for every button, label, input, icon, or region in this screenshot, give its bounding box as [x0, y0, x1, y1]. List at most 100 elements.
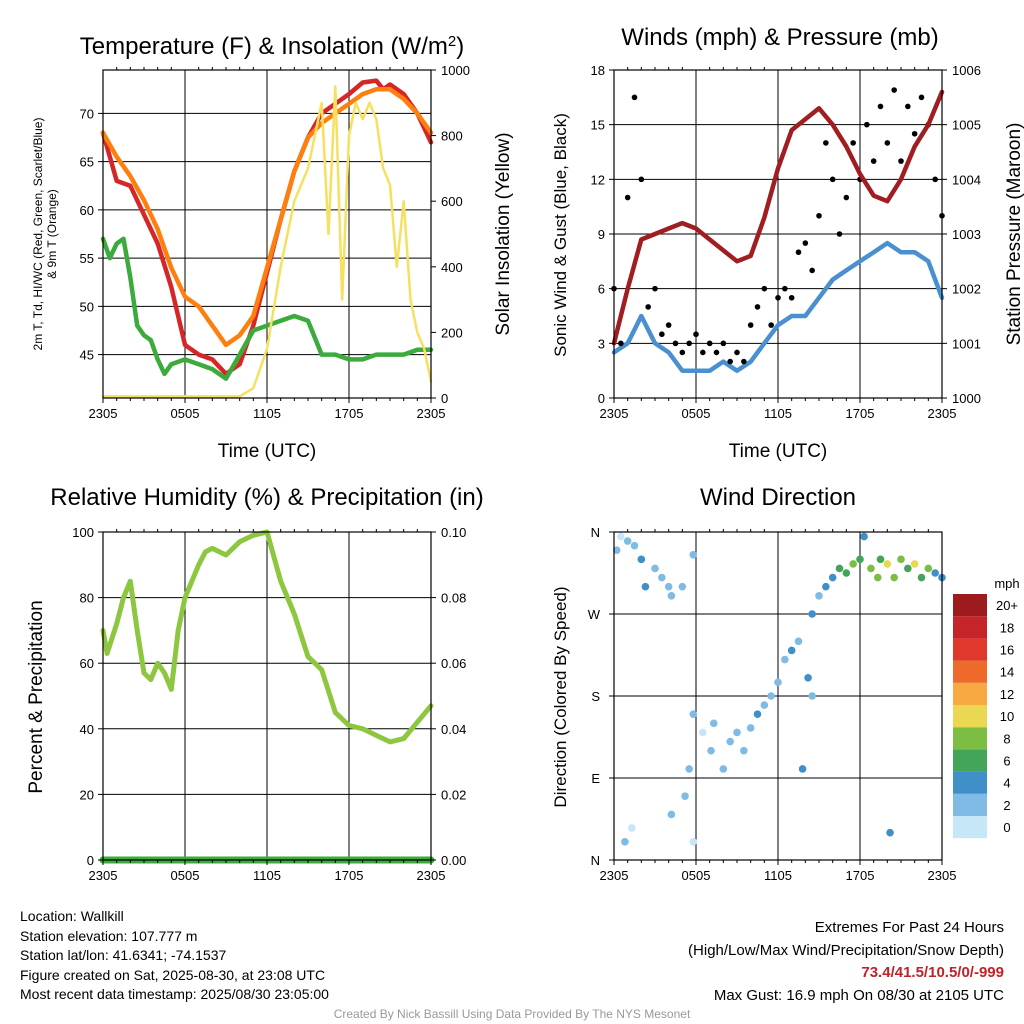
direction-point	[808, 692, 816, 700]
series-station-pressure	[611, 89, 945, 346]
x-tick-label: 2305	[600, 868, 629, 883]
panel-temperature: 2305 0505 1105 1705 2305 45 50 55 60 65 70 0 200 400 6…	[31, 33, 514, 463]
direction-point	[842, 569, 851, 577]
y-tick-label: 60	[80, 656, 94, 671]
panel-title: Relative Humidity (%) & Precipitation (i…	[50, 484, 483, 511]
direction-point	[621, 837, 629, 846]
y-right-tick-label: 1000	[952, 391, 981, 406]
station-latlon: Station lat/lon: 41.6341; -74.1537	[20, 947, 227, 964]
gust-point	[775, 294, 781, 301]
direction-point	[849, 560, 857, 568]
y-tick-label: 20	[80, 787, 94, 802]
y-tick-label: 100	[72, 525, 94, 540]
y-right-tick-label: 0.04	[441, 722, 466, 737]
gust-point	[700, 349, 706, 356]
x-tick-label: 2305	[600, 406, 629, 421]
series-9m-t	[100, 87, 434, 348]
direction-point	[815, 591, 823, 600]
y-tick-label: 0	[87, 853, 94, 868]
direction-point	[822, 582, 830, 591]
y-tick-label: 65	[80, 155, 94, 170]
gust-point	[932, 176, 938, 183]
y-right-axis-label: Solar Insolation (Yellow)	[493, 132, 514, 335]
gust-point	[624, 194, 631, 201]
gust-point	[741, 358, 747, 365]
gust-point	[645, 304, 651, 310]
extremes-info: Extremes For Past 24 Hours (High/Low/Max…	[688, 917, 1004, 1007]
direction-point	[623, 537, 632, 545]
colorbar-label: 12	[1000, 687, 1014, 702]
x-axis-label: Time (UTC)	[729, 441, 828, 462]
y-right-tick-label: 800	[441, 129, 463, 144]
y-tick-label: 12	[591, 172, 605, 187]
direction-point	[917, 573, 926, 582]
direction-point	[733, 728, 741, 737]
y-right-tick-label: 400	[441, 260, 463, 275]
direction-point	[719, 765, 728, 773]
y-right-tick-label: 0.06	[441, 656, 466, 671]
direction-point	[746, 724, 755, 732]
gust-point	[911, 130, 918, 137]
panel-title: Wind Direction	[700, 484, 856, 511]
gust-point	[727, 358, 733, 365]
gust-point	[631, 94, 638, 101]
x-tick-label: 1105	[764, 406, 792, 421]
x-tick-label: 2305	[928, 868, 957, 883]
y-tick-label: 15	[591, 118, 605, 133]
direction-point	[685, 765, 693, 773]
gust-point	[802, 240, 809, 246]
y-right-tick-label: 0	[441, 391, 448, 406]
x-tick-label: 2305	[928, 406, 957, 421]
y-tick-label: 70	[80, 106, 94, 121]
x-tick-label: 2305	[417, 406, 446, 421]
x-tick-label: 2305	[89, 406, 118, 421]
direction-point	[924, 564, 933, 573]
gust-point	[761, 285, 768, 292]
colorbar-swatch	[953, 771, 987, 794]
y-tick-label: N	[591, 853, 600, 868]
colorbar-swatch	[953, 749, 987, 772]
gust-point	[795, 249, 802, 256]
y-axis-label-line2: & 9m T (Orange)	[45, 189, 59, 279]
series-relative-humidity	[100, 529, 434, 745]
colorbar-swatch	[953, 594, 987, 617]
colorbar-label: 6	[1003, 754, 1010, 769]
direction-point	[689, 550, 698, 559]
gust-point	[836, 231, 843, 237]
max-gust: Max Gust: 16.9 mph On 08/30 at 2105 UTC	[713, 986, 1004, 1004]
colorbar-swatch	[953, 682, 987, 705]
x-tick-label: 2305	[89, 868, 118, 883]
gust-point	[788, 294, 795, 301]
x-tick-label: 1105	[253, 406, 281, 421]
gust-point	[652, 285, 658, 292]
colorbar-label: 8	[1003, 731, 1010, 746]
speed-colorbar: mph 0 2 4 6 8 10 12 14 16 18 20+	[953, 576, 1020, 839]
gust-point	[918, 94, 925, 101]
direction-point	[658, 573, 666, 582]
gust-point	[686, 340, 692, 347]
gust-point	[754, 304, 761, 310]
direction-point	[867, 564, 875, 573]
station-info: Location: Wallkill Station elevation: 10…	[20, 907, 329, 1005]
y-axis-label: Percent & Precipitation	[26, 600, 47, 793]
gust-point	[747, 322, 754, 328]
direction-point	[726, 737, 734, 746]
y-tick-label: N	[591, 525, 600, 540]
x-tick-label: 1705	[846, 406, 875, 421]
x-tick-label: 0505	[682, 868, 711, 883]
panel-winds: 2305 0505 1105 1705 230503691215181000100110…	[551, 24, 1024, 462]
figure-created: Figure created on Sat, 2025-08-30, at 23…	[20, 966, 326, 983]
direction-point	[627, 824, 636, 832]
y-right-tick-label: 1004	[952, 172, 981, 187]
y-right-tick-label: 1006	[952, 63, 981, 78]
colorbar-swatch	[953, 638, 987, 661]
y-right-tick-label: 1002	[952, 282, 981, 297]
y-tick-label: W	[588, 607, 601, 622]
y-right-axis-label: Station Pressure (Maroon)	[1004, 123, 1024, 346]
y-axis-label: 2m T, Td, HI/WC (Red, Green, Scarlet/Blu…	[31, 118, 45, 351]
gust-point	[816, 212, 822, 219]
station-elevation: Station elevation: 107.777 m	[20, 927, 198, 944]
direction-point	[835, 564, 844, 573]
y-right-tick-label: 1003	[952, 227, 981, 242]
